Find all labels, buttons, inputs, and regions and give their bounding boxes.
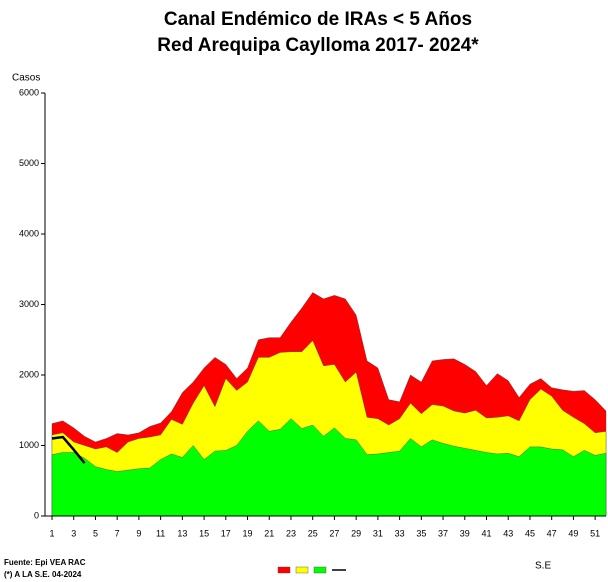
note: (*) A LA S.E. 04-2024: [4, 570, 82, 579]
x-tick-label: 33: [395, 528, 405, 538]
x-tick-label: 11: [156, 528, 165, 538]
x-tick-label: 41: [482, 528, 492, 538]
x-tick-label: 45: [525, 528, 535, 538]
x-tick-label: 17: [221, 528, 231, 538]
x-tick-label: 27: [329, 528, 339, 538]
source: Fuente: Epi VEA RAC: [4, 558, 86, 567]
y-tick-label: 3000: [19, 299, 39, 309]
y-tick-label: 2000: [19, 369, 39, 379]
x-tick-label: 31: [373, 528, 383, 538]
x-tick-label: 7: [115, 528, 120, 538]
x-tick-label: 9: [136, 528, 141, 538]
chart-subtitle: Red Arequipa Caylloma 2017- 2024*: [157, 35, 479, 56]
y-tick-label: 5000: [19, 158, 39, 168]
x-tick-label: 5: [93, 528, 98, 538]
y-tick-label: 6000: [19, 87, 39, 97]
x-tick-label: 29: [351, 528, 361, 538]
legend-swatch: [295, 566, 309, 574]
x-tick-label: 23: [286, 528, 296, 538]
legend-swatch: [277, 566, 291, 574]
y-tick-label: 0: [34, 510, 39, 520]
x-tick-label: 15: [199, 528, 209, 538]
x-axis-label: S.E: [535, 561, 551, 572]
legend-swatch: [313, 566, 327, 574]
x-tick-label: 39: [460, 528, 470, 538]
y-axis-label: Casos: [12, 73, 40, 84]
area: [51, 418, 607, 517]
x-tick-label: 51: [590, 528, 600, 538]
x-tick-label: 21: [264, 528, 274, 538]
y-tick-label: 4000: [19, 228, 39, 238]
x-tick-label: 47: [547, 528, 557, 538]
x-tick-label: 37: [438, 528, 448, 538]
x-tick-label: 35: [416, 528, 426, 538]
x-tick-label: 25: [308, 528, 318, 538]
x-tick-label: 13: [177, 528, 187, 538]
chart-title: Canal Endémico de IRAs < 5 Años: [164, 9, 472, 30]
y-tick-label: 1000: [19, 440, 39, 450]
x-tick-label: 43: [503, 528, 513, 538]
x-tick-label: 19: [243, 528, 253, 538]
x-tick-label: 3: [71, 528, 76, 538]
line: [51, 435, 86, 464]
x-tick-label: 1: [49, 528, 54, 538]
x-tick-label: 49: [568, 528, 578, 538]
